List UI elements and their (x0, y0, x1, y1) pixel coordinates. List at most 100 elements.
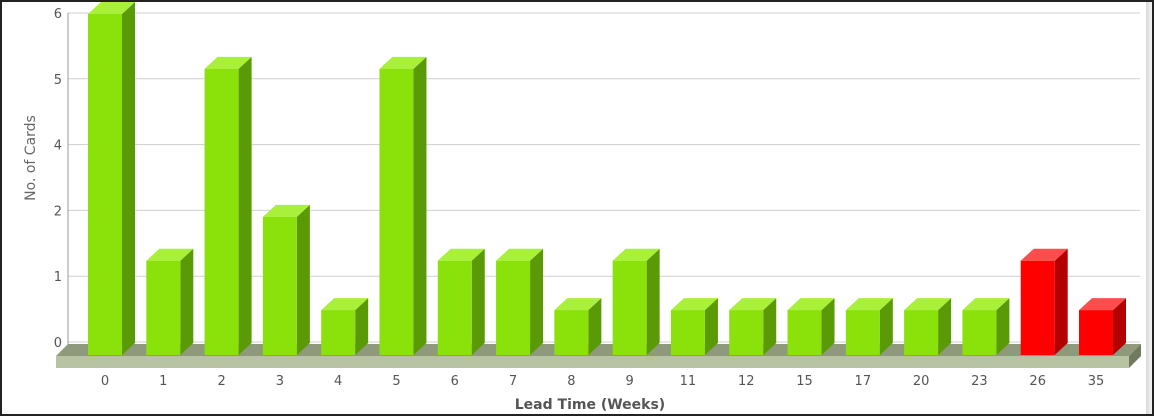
bar-side (530, 248, 544, 355)
bar-side (646, 248, 660, 355)
x-tick-label: 2 (217, 374, 225, 389)
y-axis-label: No. of Cards (23, 115, 39, 201)
bar-side (821, 298, 835, 355)
y-tick-label: 5 (54, 73, 62, 88)
bar-15 (787, 298, 835, 355)
bar-side (704, 298, 718, 355)
bar-top (845, 298, 893, 311)
bar-top (554, 298, 602, 311)
bar-side (588, 298, 602, 355)
x-tick-label: 11 (680, 374, 697, 389)
bar-front (670, 310, 705, 355)
bar-35 (1079, 298, 1126, 355)
bar-top (204, 56, 252, 69)
y-tick-label: 1 (54, 270, 62, 285)
x-tick-label: 12 (738, 374, 755, 389)
x-tick-label: 23 (971, 374, 988, 389)
bar-side (180, 248, 194, 355)
bar-top (962, 298, 1010, 311)
y-tick-label: 2 (54, 204, 62, 219)
bar-side (413, 56, 427, 355)
y-tick-label: 4 (54, 139, 62, 154)
bar-top (146, 248, 194, 261)
bar-front (88, 14, 122, 355)
bar-front (612, 260, 647, 355)
bar-front (554, 310, 589, 355)
x-tick-label: 5 (392, 374, 400, 389)
bar-11 (670, 298, 718, 355)
x-tick-labels: 0 1 2 3 4 5 6 7 8 9 11 12 15 17 20 23 26 35 (101, 374, 1104, 389)
bar-23 (962, 298, 1010, 355)
bar-top (379, 56, 427, 69)
bar-front (787, 310, 822, 355)
bar-5 (379, 56, 427, 355)
x-tick-label: 3 (276, 374, 284, 389)
x-tick-label: 17 (855, 374, 872, 389)
bar-front (146, 260, 181, 355)
x-tick-label: 6 (451, 374, 459, 389)
floor-front (56, 356, 1129, 368)
bar-top (496, 248, 544, 261)
bar-26 (1020, 248, 1068, 355)
bar-side (355, 298, 369, 355)
bar-8 (554, 298, 602, 355)
bar-front (379, 68, 414, 355)
bar-20 (904, 298, 952, 355)
bar-2 (204, 56, 252, 355)
bar-top (787, 298, 835, 311)
bar-front (1020, 260, 1055, 355)
bar-front (321, 310, 356, 355)
bar-top (321, 298, 369, 311)
bars (88, 2, 1126, 355)
x-tick-label: 1 (159, 374, 167, 389)
x-tick-label: 15 (796, 374, 813, 389)
bar-3 (262, 204, 310, 355)
bar-front (496, 260, 531, 355)
bar-side (1113, 298, 1126, 355)
x-tick-label: 8 (567, 374, 575, 389)
bar-side (938, 298, 952, 355)
bar-17 (845, 298, 893, 355)
floor-side (1129, 344, 1141, 368)
bar-1 (146, 248, 194, 355)
bar-front (1079, 310, 1113, 355)
bar-9 (612, 248, 660, 355)
bar-side (296, 204, 310, 355)
bar-top (612, 248, 660, 261)
bar-0 (88, 2, 135, 355)
bar-side (1054, 248, 1068, 355)
bar-front (962, 310, 997, 355)
x-tick-label: 26 (1029, 374, 1046, 389)
x-tick-label: 4 (334, 374, 342, 389)
x-tick-label: 35 (1088, 374, 1105, 389)
bar-side (122, 2, 135, 355)
bar-top (88, 2, 135, 14)
x-tick-label: 7 (509, 374, 517, 389)
x-axis-label: Lead Time (Weeks) (515, 397, 665, 413)
bar-top (1020, 248, 1068, 261)
bar-side (763, 298, 777, 355)
bar-top (262, 204, 310, 217)
bar-side (471, 248, 485, 355)
bar-side (879, 298, 893, 355)
bar-top (437, 248, 485, 261)
y-tick-label: 6 (54, 7, 62, 22)
bar-front (729, 310, 764, 355)
bar-top (670, 298, 718, 311)
bar-side (996, 298, 1010, 355)
bar-front (437, 260, 472, 355)
y-tick-label: 0 (54, 336, 62, 351)
bar-top (729, 298, 777, 311)
y-tick-labels: 0 1 2 4 5 6 (54, 7, 62, 351)
bar-top (1079, 298, 1126, 311)
bar-4 (321, 298, 369, 355)
bar-front (204, 68, 239, 355)
bar-front (262, 216, 297, 355)
x-tick-label: 20 (913, 374, 930, 389)
bar-12 (729, 298, 777, 355)
right-edge-bar (1146, 2, 1152, 414)
bar-7 (496, 248, 544, 355)
bar-side (238, 56, 252, 355)
x-tick-label: 0 (101, 374, 109, 389)
